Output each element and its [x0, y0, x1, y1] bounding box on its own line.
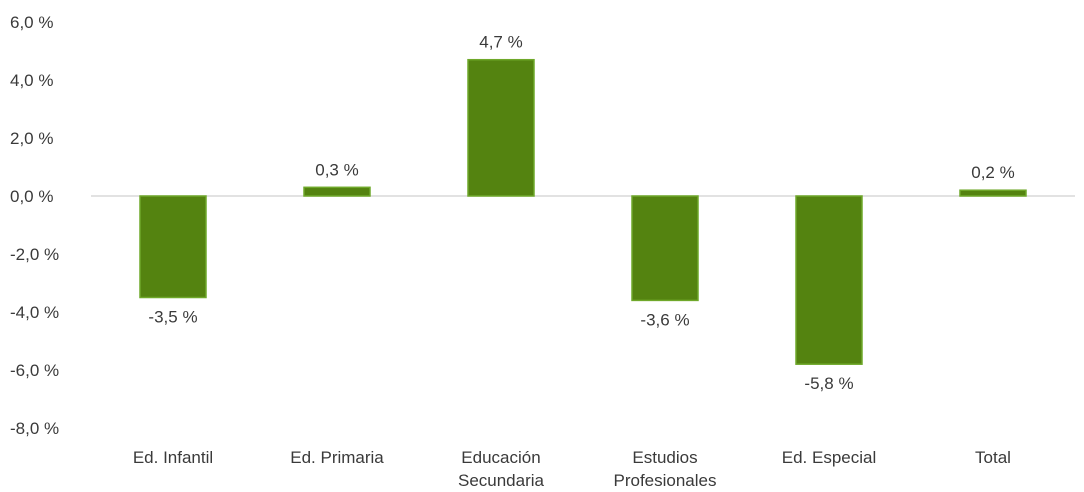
y-tick-label: -4,0 %	[10, 303, 59, 322]
category-label-line: Educación	[461, 448, 540, 467]
category-label-line: Ed. Infantil	[133, 448, 213, 467]
y-tick-label: 6,0 %	[10, 13, 53, 32]
category-label-line: Ed. Especial	[782, 448, 877, 467]
bar	[139, 195, 207, 299]
category-label-line: Ed. Primaria	[290, 448, 384, 467]
data-label: -3,6 %	[640, 310, 689, 329]
y-tick-label: 4,0 %	[10, 71, 53, 90]
x-axis: Ed. Infantil Ed. Primaria Educación Secunda…	[133, 448, 1011, 490]
category-label-line: Estudios	[632, 448, 697, 467]
category-label: Ed. Especial	[782, 448, 877, 467]
category-label-line: Profesionales	[613, 471, 716, 490]
data-label: -5,8 %	[804, 374, 853, 393]
bar	[795, 195, 863, 365]
data-label: -3,5 %	[148, 308, 197, 327]
bar	[959, 189, 1027, 197]
category-label: Ed. Primaria	[290, 448, 384, 467]
y-tick-label: -8,0 %	[10, 419, 59, 438]
y-axis: 6,0 % 4,0 % 2,0 % 0,0 % -2,0 % -4,0 % -6,0 % -8…	[10, 13, 59, 438]
y-tick-label: 0,0 %	[10, 187, 53, 206]
data-label: 0,2 %	[971, 163, 1014, 182]
bar	[467, 58, 535, 197]
bar	[631, 195, 699, 302]
bars	[139, 58, 1027, 365]
data-label: 4,7 %	[479, 33, 522, 52]
y-tick-label: -2,0 %	[10, 245, 59, 264]
y-tick-label: 2,0 %	[10, 129, 53, 148]
data-label: 0,3 %	[315, 160, 358, 179]
category-label-line: Secundaria	[458, 471, 545, 490]
category-label: Estudios Profesionales	[613, 448, 716, 490]
category-label: Total	[975, 448, 1011, 467]
category-label-line: Total	[975, 448, 1011, 467]
data-labels: -3,5 % 0,3 % 4,7 % -3,6 % -5,8 % 0,2 %	[148, 33, 1014, 394]
category-label: Ed. Infantil	[133, 448, 213, 467]
category-label: Educación Secundaria	[458, 448, 545, 490]
bar	[303, 186, 371, 197]
y-tick-label: -6,0 %	[10, 361, 59, 380]
